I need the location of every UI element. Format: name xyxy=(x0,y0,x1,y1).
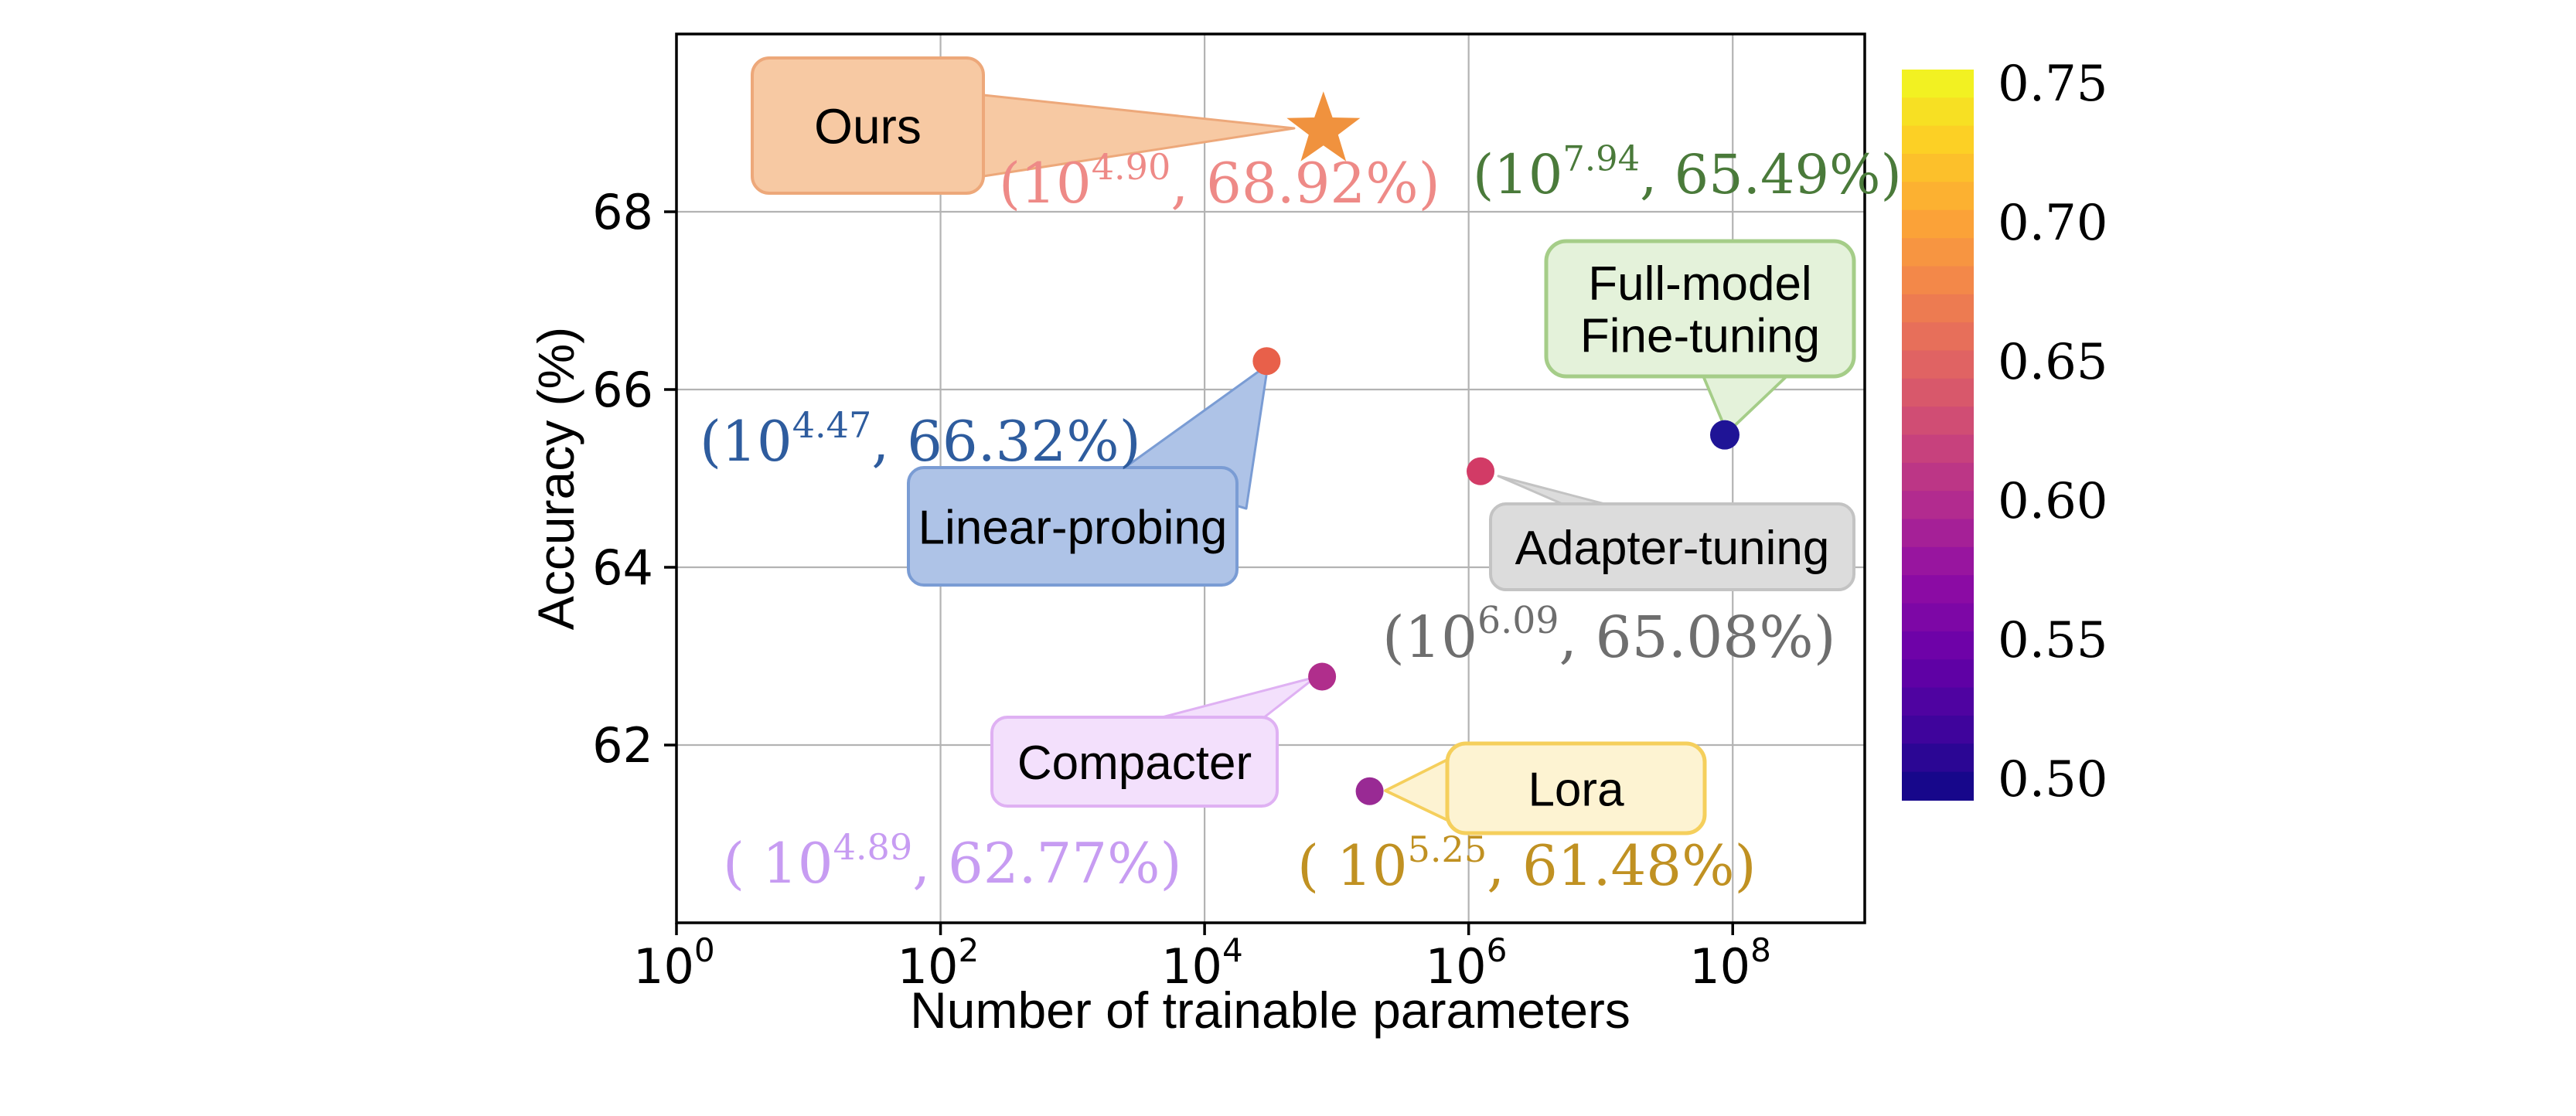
colorbar-band xyxy=(1902,715,1974,745)
x-tick-label: 100 xyxy=(633,931,715,995)
colorbar-tick-label: 0.60 xyxy=(1998,473,2108,530)
coord-label-lora: ( 105.25, 61.48%) xyxy=(1297,828,1757,898)
colorbar-band xyxy=(1902,378,1974,408)
y-tick-label: 64 xyxy=(592,539,653,596)
callout-label-compacter: Compacter xyxy=(1017,737,1252,790)
colorbar-band xyxy=(1902,631,1974,661)
callout-box-compacter xyxy=(990,716,1279,808)
colorbar-band xyxy=(1902,687,1974,716)
colorbar-band xyxy=(1902,519,1974,548)
data-point-ours xyxy=(1286,91,1361,162)
callout-box-adapter-tuning xyxy=(1489,502,1855,591)
colorbar-band xyxy=(1902,125,1974,155)
coord-label-linear-probing: (104.47, 66.32%) xyxy=(700,404,1141,474)
colorbar-tick-label: 0.65 xyxy=(1998,334,2108,391)
colorbar-band xyxy=(1902,603,1974,632)
colorbar-band xyxy=(1902,322,1974,352)
colorbar-band xyxy=(1902,462,1974,492)
data-point-lora xyxy=(1355,777,1384,805)
coord-label-adapter-tuning: (106.09, 65.08%) xyxy=(1382,600,1836,671)
colorbar-band xyxy=(1902,546,1974,577)
colorbar-band xyxy=(1902,575,1974,604)
colorbar-band xyxy=(1902,771,1974,801)
callout-label-ours: Ours xyxy=(814,99,922,155)
callout-label-adapter-tuning: Adapter-tuning xyxy=(1515,522,1830,575)
colorbar-band xyxy=(1902,407,1974,436)
colorbar-band xyxy=(1902,97,1974,127)
data-point-compacter xyxy=(1308,662,1337,691)
data-point-full-model-fine-tuning xyxy=(1709,420,1739,450)
colorbar-band xyxy=(1902,350,1974,379)
data-point-linear-probing xyxy=(1252,347,1281,376)
x-tick-label: 106 xyxy=(1426,931,1508,995)
y-tick-label: 66 xyxy=(592,362,653,418)
colorbar-band xyxy=(1902,434,1974,464)
x-tick-label: 104 xyxy=(1161,931,1243,995)
colorbar-tick-label: 0.70 xyxy=(1998,195,2108,252)
x-axis-title: Number of trainable parameters xyxy=(910,982,1630,1039)
y-tick-label: 62 xyxy=(592,717,653,774)
colorbar-band xyxy=(1902,209,1974,240)
x-tick-label: 108 xyxy=(1689,931,1771,995)
colorbar-tick-label: 0.75 xyxy=(1998,56,2108,113)
callout-box-lora xyxy=(1445,741,1707,835)
axes-spines xyxy=(675,32,1866,924)
data-point-adapter-tuning xyxy=(1467,457,1495,485)
colorbar-band xyxy=(1902,491,1974,520)
colorbar-band xyxy=(1902,154,1974,183)
y-tick-label: 68 xyxy=(592,184,653,240)
colorbar-band xyxy=(1902,182,1974,211)
coord-label-ours: (104.90, 68.92%) xyxy=(999,146,1440,216)
colorbar-band xyxy=(1902,70,1974,99)
callout-box-ours xyxy=(751,56,985,195)
callout-label-full-model-fine-tuning: Full-model xyxy=(1588,257,1811,311)
colorbar-tick-label: 0.50 xyxy=(1998,751,2108,808)
callout-box-linear-probing xyxy=(907,466,1239,587)
coord-label-compacter: ( 104.89, 62.77%) xyxy=(723,826,1182,896)
callout-label-linear-probing: Linear-probing xyxy=(918,501,1228,554)
coord-label-full-model-fine-tuning: (107.94, 65.49%) xyxy=(1473,138,1902,206)
colorbar-band xyxy=(1902,266,1974,295)
callout-box-full-model-fine-tuning xyxy=(1544,239,1856,379)
colorbar-tick-label: 0.55 xyxy=(1998,612,2108,669)
colorbar-band xyxy=(1902,294,1974,324)
colorbar-band xyxy=(1902,743,1974,773)
callout-label-full-model-fine-tuning: Fine-tuning xyxy=(1580,310,1820,363)
y-axis-title: Accuracy (%) xyxy=(527,327,584,630)
colorbar-band xyxy=(1902,659,1974,689)
x-tick-label: 102 xyxy=(898,931,980,995)
colorbar-band xyxy=(1902,238,1974,267)
callout-label-lora: Lora xyxy=(1528,763,1624,816)
